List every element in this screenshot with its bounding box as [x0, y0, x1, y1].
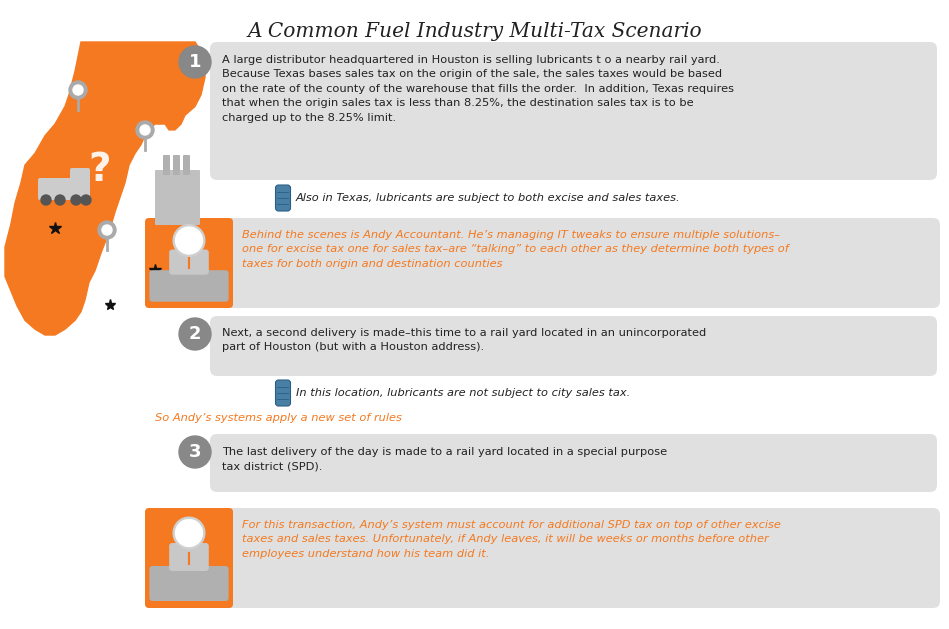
Text: Behind the scenes is Andy Accountant. He’s managing IT tweaks to ensure multiple: Behind the scenes is Andy Accountant. He… [242, 230, 789, 269]
Circle shape [41, 195, 51, 205]
Text: The last delivery of the day is made to a rail yard located in a special purpose: The last delivery of the day is made to … [222, 447, 667, 471]
Circle shape [81, 195, 91, 205]
FancyBboxPatch shape [70, 168, 90, 186]
Ellipse shape [277, 186, 288, 190]
Text: For this transaction, Andy’s system must account for additional SPD tax on top o: For this transaction, Andy’s system must… [242, 520, 781, 559]
Circle shape [173, 225, 205, 257]
Circle shape [55, 195, 65, 205]
Circle shape [179, 436, 211, 468]
FancyBboxPatch shape [169, 250, 209, 275]
FancyBboxPatch shape [145, 218, 233, 308]
FancyBboxPatch shape [145, 508, 233, 608]
FancyBboxPatch shape [169, 543, 209, 571]
Polygon shape [5, 42, 205, 335]
FancyBboxPatch shape [145, 218, 940, 308]
Text: 3: 3 [189, 443, 201, 461]
Circle shape [140, 125, 150, 135]
FancyBboxPatch shape [275, 380, 290, 406]
Circle shape [136, 121, 154, 139]
Circle shape [102, 225, 112, 235]
Circle shape [98, 221, 116, 239]
FancyBboxPatch shape [38, 178, 90, 200]
Circle shape [69, 81, 87, 99]
Circle shape [179, 46, 211, 78]
Circle shape [176, 227, 202, 254]
Circle shape [176, 520, 202, 547]
FancyBboxPatch shape [183, 155, 190, 175]
Text: ?: ? [89, 151, 111, 189]
FancyBboxPatch shape [163, 155, 170, 175]
FancyBboxPatch shape [210, 434, 937, 492]
Text: So Andy’s systems apply a new set of rules: So Andy’s systems apply a new set of rul… [155, 413, 401, 423]
Circle shape [71, 195, 81, 205]
Text: 2: 2 [189, 325, 201, 343]
FancyBboxPatch shape [173, 155, 180, 175]
Text: 1: 1 [189, 53, 201, 71]
Ellipse shape [277, 381, 288, 385]
Text: Also in Texas, lubricants are subject to both excise and sales taxes.: Also in Texas, lubricants are subject to… [296, 193, 680, 203]
FancyBboxPatch shape [210, 316, 937, 376]
Text: Next, a second delivery is made–this time to a rail yard located in an unincorpo: Next, a second delivery is made–this tim… [222, 328, 706, 352]
Text: A large distributor headquartered in Houston is selling lubricants t o a nearby : A large distributor headquartered in Hou… [222, 55, 734, 123]
Circle shape [173, 517, 205, 549]
FancyBboxPatch shape [155, 170, 200, 225]
FancyBboxPatch shape [145, 508, 940, 608]
FancyBboxPatch shape [149, 270, 229, 302]
Circle shape [73, 85, 83, 95]
FancyBboxPatch shape [210, 42, 937, 180]
FancyBboxPatch shape [275, 185, 290, 211]
Text: In this location, lubricants are not subject to city sales tax.: In this location, lubricants are not sub… [296, 388, 630, 398]
FancyBboxPatch shape [149, 566, 229, 601]
Circle shape [179, 318, 211, 350]
Text: A Common Fuel Industry Multi-Tax Scenario: A Common Fuel Industry Multi-Tax Scenari… [247, 22, 702, 41]
